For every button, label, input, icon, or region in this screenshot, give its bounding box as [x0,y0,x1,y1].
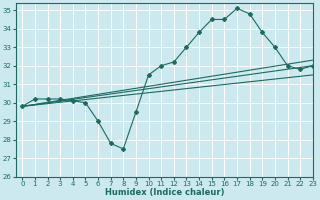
X-axis label: Humidex (Indice chaleur): Humidex (Indice chaleur) [105,188,224,197]
